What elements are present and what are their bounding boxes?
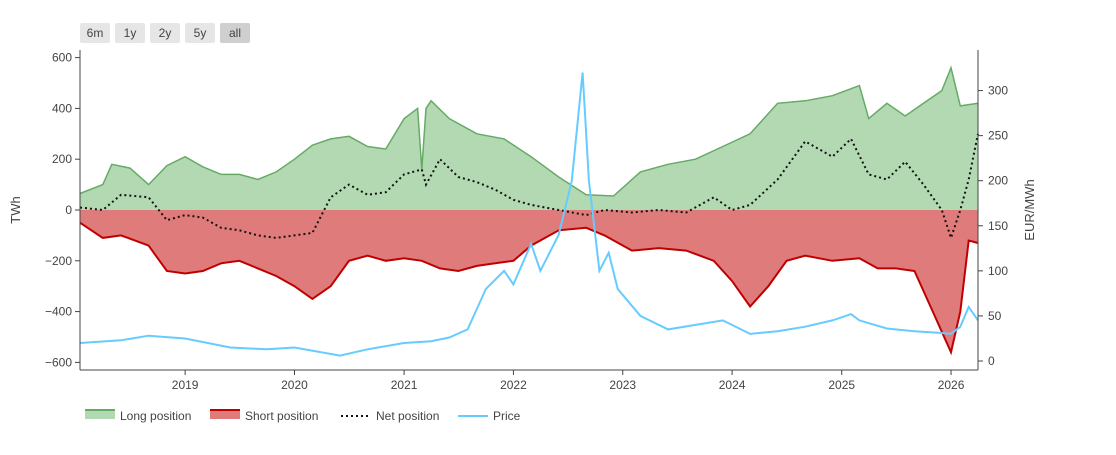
x-tick: 2026: [938, 370, 965, 392]
range-button-bg: [185, 23, 215, 43]
y-left-tick-label: 200: [52, 152, 72, 166]
range-button-1y[interactable]: 1y: [115, 23, 145, 43]
long-position-area: [80, 67, 978, 210]
y-left-tick-label: −600: [45, 355, 72, 369]
y-right-tick-label: 100: [988, 264, 1008, 278]
x-tick-label: 2020: [281, 378, 308, 392]
legend-swatch: [85, 410, 115, 419]
x-tick: 2020: [281, 370, 308, 392]
range-button-all[interactable]: all: [220, 23, 250, 43]
y-axis-left-title: TWh: [8, 196, 23, 223]
y-right-tick: 250: [978, 129, 1008, 143]
y-left-tick: 600: [52, 51, 80, 65]
y-right-tick: 300: [978, 84, 1008, 98]
range-button-2y[interactable]: 2y: [150, 23, 180, 43]
range-button-label: 6m: [87, 26, 104, 40]
short-position-area: [80, 210, 978, 353]
y-left-tick: −400: [45, 305, 80, 319]
y-right-tick-label: 250: [988, 129, 1008, 143]
y-right-tick: 50: [978, 309, 1002, 323]
y-left-tick: −200: [45, 254, 80, 268]
legend-item-long[interactable]: Long position: [85, 409, 191, 423]
y-right-tick-label: 50: [988, 309, 1002, 323]
x-tick-label: 2021: [391, 378, 418, 392]
y-left-tick-label: −200: [45, 254, 72, 268]
legend-label: Long position: [120, 409, 191, 423]
x-tick-label: 2022: [500, 378, 527, 392]
legend-item-short[interactable]: Short position: [210, 409, 318, 423]
x-tick-label: 2019: [172, 378, 199, 392]
y-right-tick-label: 200: [988, 174, 1008, 188]
x-tick: 2024: [719, 370, 746, 392]
net-position-line: [79, 133, 979, 242]
y-left-tick: 200: [52, 152, 80, 166]
y-left-tick-label: 0: [65, 203, 72, 217]
range-button-5y[interactable]: 5y: [185, 23, 215, 43]
y-axis-right-title: EUR/MWh: [1022, 179, 1037, 240]
x-tick-label: 2024: [719, 378, 746, 392]
range-button-bg: [80, 23, 110, 43]
y-right-tick-label: 150: [988, 219, 1008, 233]
x-tick: 2022: [500, 370, 527, 392]
range-button-label: 1y: [124, 26, 137, 40]
x-tick: 2021: [391, 370, 418, 392]
x-tick-label: 2026: [938, 378, 965, 392]
y-right-tick: 0: [978, 354, 995, 368]
range-selector: 6m 1y 2y 5y all: [80, 23, 250, 43]
x-tick-label: 2023: [609, 378, 636, 392]
y-left-tick-label: 600: [52, 51, 72, 65]
legend-item-net[interactable]: Net position: [341, 409, 439, 423]
y-right-tick: 150: [978, 219, 1008, 233]
range-button-bg: [150, 23, 180, 43]
range-button-label: 5y: [194, 26, 207, 40]
y-right-tick: 100: [978, 264, 1008, 278]
legend: Long position Short position Net position P…: [85, 409, 521, 423]
y-right-tick-label: 0: [988, 354, 995, 368]
range-button-6m[interactable]: 6m: [80, 23, 110, 43]
y-left-tick: 0: [65, 203, 80, 217]
legend-item-price[interactable]: Price: [458, 409, 521, 423]
x-tick: 2025: [828, 370, 855, 392]
series-layer: [79, 65, 979, 357]
price-line: [79, 72, 979, 357]
long-position-line: [79, 65, 979, 197]
range-button-label: all: [229, 26, 241, 40]
y-right-tick-label: 300: [988, 84, 1008, 98]
legend-swatch: [210, 410, 240, 419]
legend-label: Short position: [245, 409, 318, 423]
y-left-tick: 400: [52, 101, 80, 115]
axes-layer: 600 400 200 0 −200 −400 −600 300 250 200 150 100 50 0…: [8, 50, 1037, 392]
x-tick: 2023: [609, 370, 636, 392]
range-button-label: 2y: [159, 26, 172, 40]
x-tick-label: 2025: [828, 378, 855, 392]
legend-label: Price: [493, 409, 521, 423]
short-position-line: [79, 221, 979, 356]
y-left-tick-label: −400: [45, 305, 72, 319]
y-left-tick: −600: [45, 355, 80, 369]
legend-label: Net position: [376, 409, 439, 423]
x-tick: 2019: [172, 370, 199, 392]
y-right-tick: 200: [978, 174, 1008, 188]
y-left-tick-label: 400: [52, 101, 72, 115]
range-button-bg: [115, 23, 145, 43]
range-button-bg: [220, 23, 250, 43]
